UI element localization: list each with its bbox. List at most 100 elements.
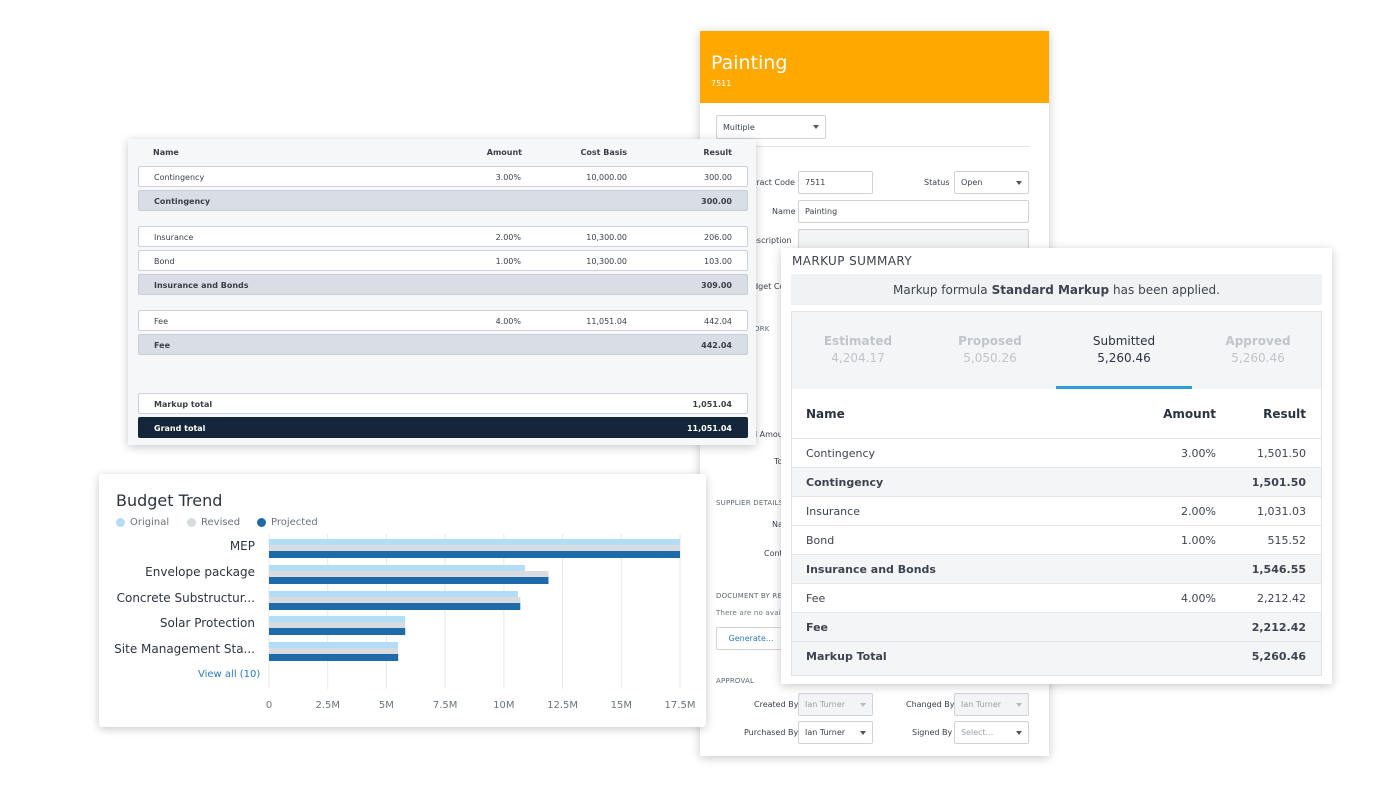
tab-proposed[interactable]: Proposed 5,050.26	[924, 312, 1056, 389]
chevron-down-icon	[1016, 180, 1022, 185]
bar-revised[interactable]	[269, 648, 399, 654]
row-name: Fee	[154, 341, 170, 350]
chevron-down-icon	[813, 125, 819, 129]
row-result: 2,212.42	[1257, 592, 1306, 605]
row-name: Insurance	[806, 505, 860, 518]
row-cost-basis: 10,300.00	[586, 257, 627, 266]
painting-title: Painting	[711, 52, 788, 74]
purchased-by-select[interactable]: Ian Turner	[798, 721, 873, 744]
row-name: Fee	[806, 592, 826, 605]
bar-revised[interactable]	[269, 622, 406, 628]
subtotal-row: Insurance and Bonds 1,546.55	[792, 554, 1321, 583]
active-tab-indicator	[1056, 386, 1192, 389]
purchased-by-label: Purchased By	[744, 728, 799, 737]
category-label: Concrete Substructur...	[116, 591, 255, 605]
bar-original[interactable]	[269, 565, 525, 571]
table-row[interactable]: Bond 1.00% 515.52	[792, 525, 1321, 554]
created-by-select[interactable]: Ian Turner	[798, 693, 873, 716]
bar-revised[interactable]	[269, 571, 549, 577]
created-by-value: Ian Turner	[805, 700, 846, 709]
x-tick-label: 17.5M	[665, 700, 696, 711]
contract-code-label: ntract Code	[748, 178, 795, 187]
row-name: Insurance and Bonds	[806, 563, 936, 576]
row-amount: 2.00%	[495, 233, 521, 242]
table-row[interactable]: Fee 4.00% 2,212.42	[792, 583, 1321, 612]
tab-label: Approved	[1225, 334, 1291, 348]
grand-total-row: Grand total 11,051.04	[138, 417, 748, 438]
bar-projected[interactable]	[269, 654, 399, 661]
status-select[interactable]: Open	[954, 171, 1029, 194]
legend-revised[interactable]: Revised	[187, 517, 240, 528]
row-result: 442.04	[704, 317, 732, 326]
table-row[interactable]: Bond 1.00% 10,300.00 103.00	[138, 250, 748, 271]
table-row[interactable]: Fee 4.00% 11,051.04 442.04	[138, 310, 748, 331]
col-header-result: Result	[703, 148, 732, 157]
category-label: Envelope package	[145, 565, 255, 579]
subtotal-row: Fee 442.04	[138, 334, 748, 355]
bar-revised[interactable]	[269, 545, 680, 551]
subtotal-row: Contingency 1,501.50	[792, 467, 1321, 496]
col-header-name: Name	[806, 407, 845, 421]
chevron-down-icon	[1016, 702, 1022, 707]
bar-revised[interactable]	[269, 597, 521, 603]
x-tick-label: 2.5M	[315, 700, 340, 711]
signed-by-select[interactable]: Select...	[954, 721, 1029, 744]
notice-text: Markup formula	[893, 282, 988, 297]
markup-summary-panel: MARKUP SUMMARY Markup formula Standard M…	[781, 248, 1332, 684]
row-result: 300.00	[701, 197, 732, 206]
subtotal-row: Insurance and Bonds 309.00	[138, 274, 748, 295]
view-select[interactable]: Multiple	[716, 115, 826, 139]
contract-code-input[interactable]: 7511	[798, 171, 873, 194]
bar-original[interactable]	[269, 616, 406, 622]
table-row[interactable]: Contingency 3.00% 1,501.50	[792, 438, 1321, 467]
chevron-down-icon	[1016, 730, 1022, 735]
row-name: Contingency	[154, 197, 211, 206]
tab-approved[interactable]: Approved 5,260.46	[1192, 312, 1324, 389]
painting-code: 7511	[711, 79, 732, 88]
row-name: Fee	[154, 317, 169, 326]
name-input[interactable]: Painting	[798, 200, 1029, 223]
view-select-value: Multiple	[723, 122, 755, 132]
row-result: 300.00	[704, 173, 732, 182]
col-header-cost-basis: Cost Basis	[580, 148, 628, 157]
tab-value: 5,050.26	[963, 351, 1017, 365]
signed-by-placeholder: Select...	[961, 728, 994, 737]
supplier-name-label: Na	[772, 520, 783, 529]
created-by-label: Created By	[754, 700, 799, 709]
painting-header: Painting 7511	[700, 31, 1049, 103]
supplier-section-title: SUPPLIER DETAILS	[716, 499, 784, 507]
bar-original[interactable]	[269, 642, 399, 648]
bar-projected[interactable]	[269, 628, 406, 635]
table-row[interactable]: Insurance 2.00% 1,031.03	[792, 496, 1321, 525]
tab-estimated[interactable]: Estimated 4,204.17	[792, 312, 924, 389]
stage-tabs: Estimated 4,204.17 Proposed 5,050.26 Sub…	[792, 312, 1321, 389]
bar-projected[interactable]	[269, 603, 521, 610]
row-result: 442.04	[701, 341, 732, 350]
bar-original[interactable]	[269, 539, 680, 545]
purchased-by-value: Ian Turner	[805, 728, 846, 737]
legend-projected[interactable]: Projected	[257, 517, 318, 528]
row-result: 11,051.04	[686, 424, 732, 433]
bar-projected[interactable]	[269, 577, 549, 584]
chevron-down-icon	[860, 702, 866, 707]
category-label: Site Management Sta...	[114, 642, 255, 656]
row-result: 5,260.46	[1251, 650, 1306, 663]
view-all-link[interactable]: View all (10)	[198, 669, 261, 680]
status-label: Status	[924, 178, 950, 187]
row-name: Markup Total	[806, 650, 887, 663]
document-section-title: DOCUMENT BY RE	[716, 592, 783, 600]
formula-notice: Markup formula Standard Markup has been …	[791, 274, 1322, 305]
generate-button[interactable]: Generate...	[716, 627, 786, 650]
budget-trend-card: Budget Trend Original Revised Projected …	[99, 474, 706, 727]
markup-summary-title: MARKUP SUMMARY	[792, 254, 913, 268]
row-name: Contingency	[806, 476, 884, 489]
name-label: Name	[772, 207, 796, 216]
changed-by-select[interactable]: Ian Turner	[954, 693, 1029, 716]
bar-original[interactable]	[269, 591, 518, 597]
tab-submitted[interactable]: Submitted 5,260.46	[1056, 312, 1192, 389]
table-row[interactable]: Insurance 2.00% 10,300.00 206.00	[138, 226, 748, 247]
table-row[interactable]: Contingency 3.00% 10,000.00 300.00	[138, 166, 748, 187]
legend-original[interactable]: Original	[116, 517, 169, 528]
budget-code-label: udget Co	[748, 282, 785, 291]
bar-projected[interactable]	[269, 551, 680, 558]
